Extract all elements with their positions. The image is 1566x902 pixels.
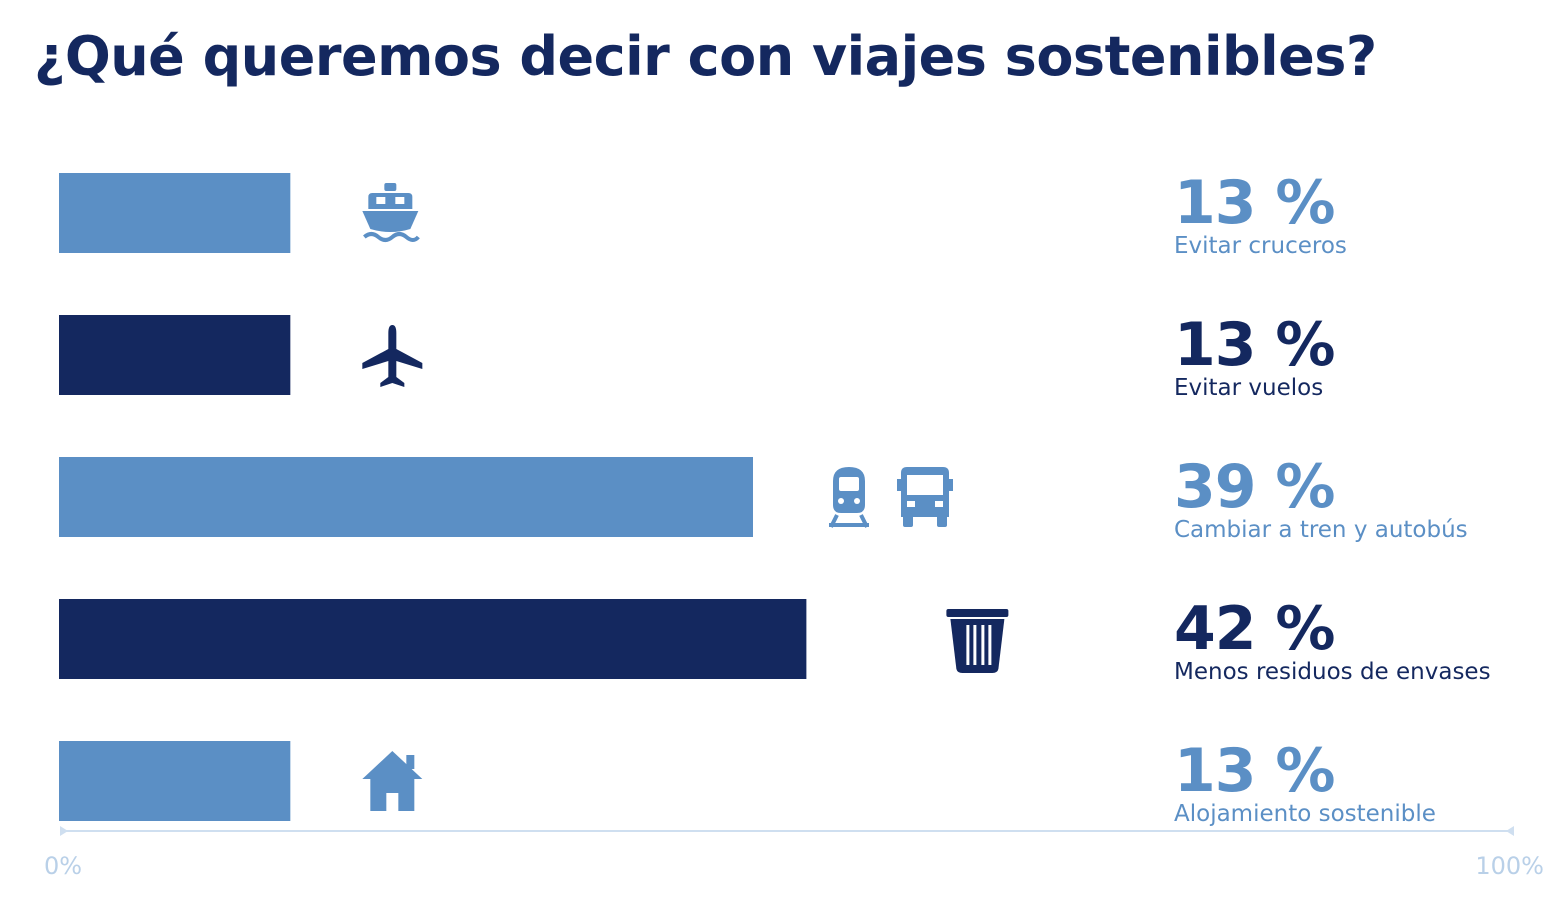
category-label: Menos residuos de envases xyxy=(1174,659,1491,685)
bar-1 xyxy=(59,173,291,253)
bar-2 xyxy=(59,315,291,395)
icons-layer xyxy=(362,183,1009,811)
ship-icon xyxy=(362,183,420,242)
airplane-icon xyxy=(362,325,423,387)
category-label: Cambiar a tren y autobús xyxy=(1174,517,1468,543)
bus-icon xyxy=(897,467,953,527)
chart-title: ¿Qué queremos decir con viajes sostenibl… xyxy=(34,25,1377,88)
bar-4 xyxy=(59,599,807,679)
bar-3 xyxy=(59,457,753,537)
bar-5 xyxy=(59,741,291,821)
value-label: 13 % xyxy=(1174,310,1335,380)
bars-layer xyxy=(59,173,807,821)
axis-end-marker xyxy=(1506,826,1514,836)
value-label: 13 % xyxy=(1174,736,1335,806)
category-label: Evitar cruceros xyxy=(1174,233,1347,259)
value-label: 42 % xyxy=(1174,594,1335,664)
category-label: Alojamiento sostenible xyxy=(1174,801,1436,827)
tick-label-max: 100% xyxy=(1475,852,1544,880)
tick-label-min: 0% xyxy=(44,852,82,880)
value-label: 13 % xyxy=(1174,168,1335,238)
category-label: Evitar vuelos xyxy=(1174,375,1323,401)
trash-icon xyxy=(946,609,1009,673)
train-icon xyxy=(829,467,869,528)
value-label: 39 % xyxy=(1174,452,1335,522)
axis-start-marker xyxy=(60,826,68,836)
house-icon xyxy=(362,751,423,811)
x-axis: 0% 100% xyxy=(44,826,1544,880)
